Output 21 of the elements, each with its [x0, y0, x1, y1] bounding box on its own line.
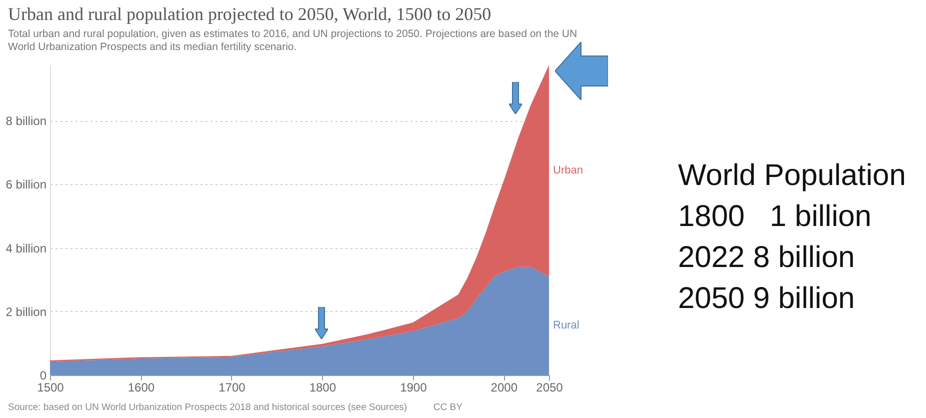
x-tick-label: 1900 [400, 380, 428, 394]
x-tick-label: 2050 [536, 380, 564, 394]
x-tick-label: 1600 [128, 380, 155, 394]
chart-subtitle: Total urban and rural population, given as estimates to 2016, and UN projections to 2050. Projections are based on the UN World Urbanization Prospects and its median fertility scenario. [8, 28, 578, 54]
x-tick-label: 1500 [37, 380, 64, 394]
x-tick-label: 2000 [490, 380, 518, 394]
y-tick-label: 6 billion [6, 178, 46, 192]
y-tick-label: 4 billion [6, 241, 46, 256]
y-tick-label: 2 billion [6, 304, 46, 319]
y-tick-label: 8 billion [6, 114, 46, 128]
text: Source: based on UN World Urbanization Prospects 2018 and historical sources (see Sources) CC BY [8, 402, 462, 413]
text: 1800 1 billion [678, 200, 872, 233]
x-tick-label: 1700 [218, 380, 246, 394]
chart-title: Urban and rural population projected to 2050, World, 1500 to 2050 [8, 4, 492, 25]
text: 2022 8 billion [678, 241, 855, 274]
series-label: Urban [553, 164, 583, 177]
x-tick-label: 1800 [309, 380, 336, 394]
text: World Population [678, 159, 906, 192]
y-tick-label: 0 [40, 368, 47, 382]
series-label: Rural [553, 320, 580, 332]
text: 2050 9 billion [678, 282, 855, 315]
